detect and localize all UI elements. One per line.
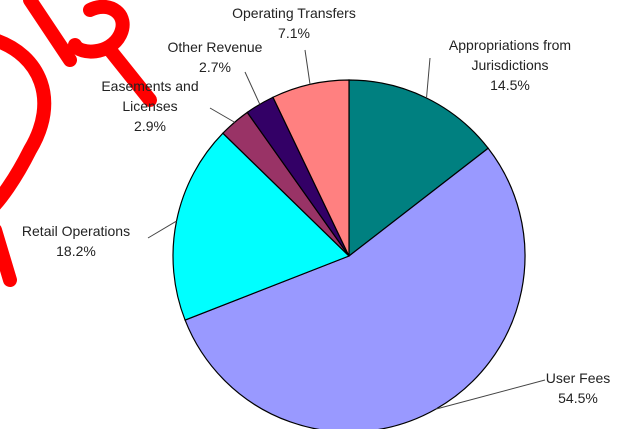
leader-line: [435, 379, 546, 410]
leader-line: [209, 107, 235, 123]
slice-label: User Fees: [546, 370, 611, 386]
slice-label: Appropriations from Jurisdictions: [449, 37, 571, 73]
leader-line: [426, 57, 431, 99]
value-label: 2.9%: [134, 118, 166, 134]
pie-slice: [172, 132, 351, 321]
slice-label: Operating Transfers: [232, 5, 356, 21]
slice-label: Easements and Licenses: [101, 78, 198, 114]
leader-line: [244, 71, 261, 105]
pie-slice: [184, 147, 526, 429]
slice-label: Retail Operations: [22, 223, 130, 239]
slice-label: Other Revenue: [168, 39, 263, 55]
leader-line: [304, 49, 311, 85]
pie-slice: [272, 79, 350, 257]
value-label: 54.5%: [558, 390, 598, 406]
value-label: 7.1%: [278, 25, 310, 41]
value-label: 2.7%: [199, 59, 231, 75]
value-label: 14.5%: [490, 77, 530, 93]
pie-slice: [348, 79, 490, 258]
watermark: [0, 0, 157, 287]
value-label: 18.2%: [56, 243, 96, 259]
leader-line: [147, 220, 177, 239]
